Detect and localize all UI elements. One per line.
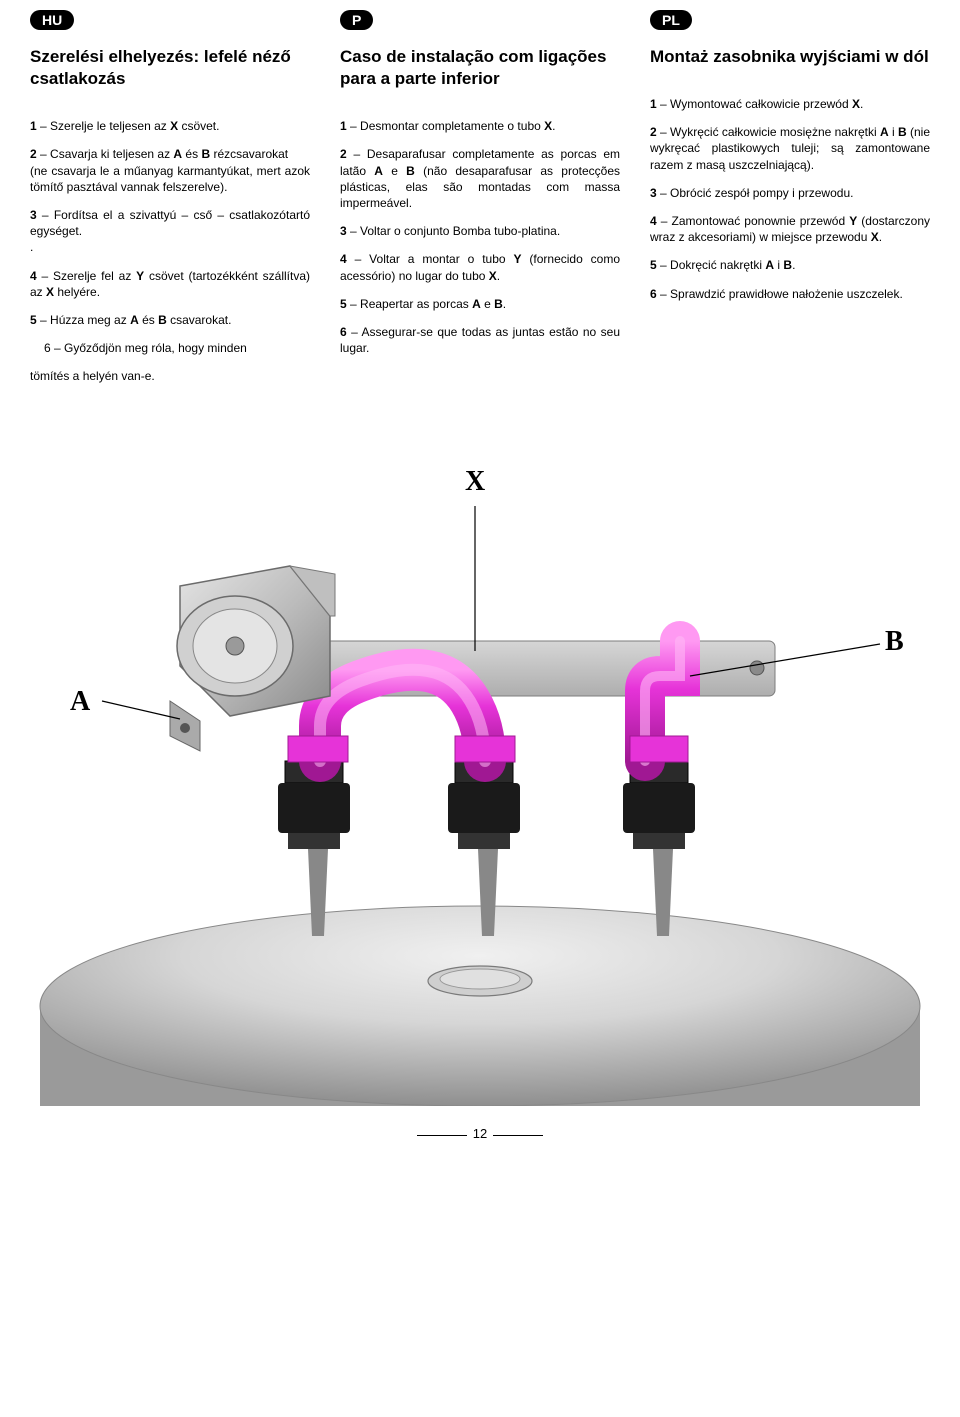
col-p: P Caso de instalação com ligações para a… bbox=[340, 10, 620, 396]
page-number: 12 bbox=[30, 1126, 930, 1141]
p-step-6: 6 – Assegurar-se que todas as juntas est… bbox=[340, 324, 620, 356]
pl-step-6: 6 – Sprawdzić prawidłowe nałożenie uszcz… bbox=[650, 286, 930, 302]
lang-badge-p: P bbox=[340, 10, 373, 30]
col-hu: HU Szerelési elhelyezés: lefelé néző csa… bbox=[30, 10, 310, 396]
connector-a bbox=[278, 761, 350, 936]
heading-pl: Montaż zasobnika wyjściami w dól bbox=[650, 46, 930, 68]
hu-step-7: tömítés a helyén van-e. bbox=[30, 368, 310, 384]
instruction-columns: HU Szerelési elhelyezés: lefelé néző csa… bbox=[30, 10, 930, 396]
hu-step-4: 4 – Szerelje fel az Y csövet (tartozékké… bbox=[30, 268, 310, 300]
hu-step-3: 3 – Fordítsa el a szivattyú – cső – csat… bbox=[30, 207, 310, 256]
hu-step-5: 5 – Húzza meg az A és B csavarokat. bbox=[30, 312, 310, 328]
connector-b bbox=[623, 761, 695, 936]
diagram-svg bbox=[30, 466, 930, 1106]
heading-p: Caso de instalação com ligações para a p… bbox=[340, 46, 620, 90]
p-step-2: 2 – Desaparafusar completamente as porca… bbox=[340, 146, 620, 211]
hu-step-6: 6 – Győződjön meg róla, hogy minden bbox=[30, 340, 310, 356]
installation-diagram: X A B bbox=[30, 466, 930, 1106]
hu-step-2: 2 – Csavarja ki teljesen az A és B rézcs… bbox=[30, 146, 310, 195]
pl-step-4: 4 – Zamontować ponownie przewód Y (dosta… bbox=[650, 213, 930, 245]
lang-badge-hu: HU bbox=[30, 10, 74, 30]
p-step-5: 5 – Reapertar as porcas A e B. bbox=[340, 296, 620, 312]
heading-hu: Szerelési elhelyezés: lefelé néző csatla… bbox=[30, 46, 310, 90]
pl-step-3: 3 – Obrócić zespół pompy i przewodu. bbox=[650, 185, 930, 201]
pl-step-2: 2 – Wykręcić całkowicie mosiężne nakrętk… bbox=[650, 124, 930, 173]
col-pl: PL Montaż zasobnika wyjściami w dól 1 – … bbox=[650, 10, 930, 396]
pl-step-5: 5 – Dokręcić nakrętki A i B. bbox=[650, 257, 930, 273]
pl-step-1: 1 – Wymontować całkowicie przewód X. bbox=[650, 96, 930, 112]
hu-step-1: 1 – Szerelje le teljesen az X csövet. bbox=[30, 118, 310, 134]
p-step-4: 4 – Voltar a montar o tubo Y (fornecido … bbox=[340, 251, 620, 283]
lang-badge-pl: PL bbox=[650, 10, 692, 30]
p-step-1: 1 – Desmontar completamente o tubo X. bbox=[340, 118, 620, 134]
p-step-3: 3 – Voltar o conjunto Bomba tubo-platina… bbox=[340, 223, 620, 239]
